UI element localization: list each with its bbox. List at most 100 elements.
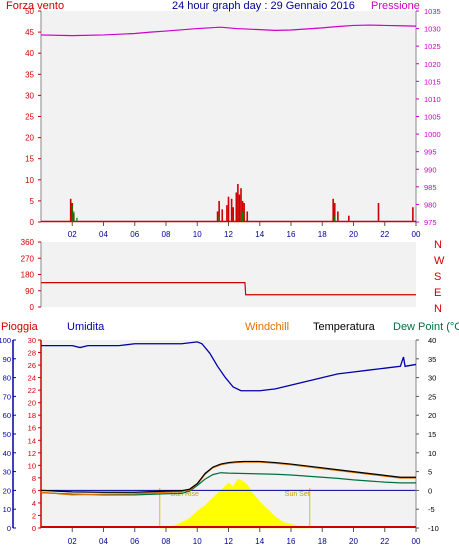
rain-y-tick-label: 30 [28, 336, 36, 345]
temperature-y-tick-label: 40 [428, 336, 436, 345]
wind-y-tick-label: 35 [25, 70, 34, 79]
wind-speed-bar [227, 196, 230, 222]
wind-y-tick-label: 5 [30, 197, 35, 206]
rain-y-tick-label: 6 [32, 486, 36, 495]
temperature-y-tick-label: 15 [428, 430, 436, 439]
humidity-y-tick-label: 0 [7, 524, 11, 533]
direction-y-tick-label: 180 [21, 271, 35, 280]
wind-speed-bar [240, 188, 242, 222]
wind-speed-bar [216, 211, 219, 222]
wind-speed-bar [230, 198, 233, 222]
bottom-x-tick-label: 16 [287, 537, 296, 546]
humidity-y-tick-label: 100 [0, 336, 11, 345]
pressure-line [40, 24, 417, 37]
humidity-line [41, 341, 417, 392]
humidity-y-tick-label: 10 [3, 505, 11, 514]
rain-y-tick-label: 26 [28, 361, 36, 370]
bottom-x-tick-label: 02 [68, 537, 77, 546]
humidity-y-tick-label: 80 [3, 374, 11, 383]
temperature-label: Temperatura [313, 321, 375, 333]
wind-x-tick-label: 14 [255, 230, 264, 239]
pressure-y-tick-label: 995 [424, 148, 437, 157]
rain-y-tick-label: 8 [32, 474, 36, 483]
wind-x-tick-label: 12 [224, 230, 233, 239]
temperature-y-tick-label: 20 [428, 411, 436, 420]
direction-y-tick-label: 270 [21, 254, 35, 263]
direction-label-w: W [434, 255, 445, 267]
wind-y-tick-label: 0 [30, 218, 35, 227]
wind-speed-bar [333, 203, 336, 222]
pressure-y-tick-label: 985 [424, 183, 437, 192]
wind-speed-bar [332, 198, 334, 222]
pressure-y-tick-label: 975 [424, 218, 437, 227]
wind-gust-bar [73, 211, 75, 222]
bottom-x-tick-label: 20 [349, 537, 358, 546]
rain-y-tick-label: 20 [28, 399, 36, 408]
bottom-x-tick-label: 14 [255, 537, 264, 546]
wind-speed-bar [243, 203, 245, 222]
wind-gust-bar [71, 205, 73, 222]
wind-x-tick-label: 08 [162, 230, 171, 239]
wind-speed-label: Forza vento [6, 0, 65, 12]
wind-y-tick-label: 40 [25, 49, 34, 58]
rain-y-tick-label: 10 [28, 461, 36, 470]
rain-label: Pioggia [1, 321, 38, 333]
pressure-y-tick-label: 1035 [424, 7, 441, 16]
solar-radiation-area [159, 478, 310, 529]
wind-gust-bar [218, 215, 220, 222]
pressure-y-tick-label: 1000 [424, 130, 441, 139]
wind-speed-bar [377, 203, 380, 222]
direction-label-n-top: N [434, 239, 442, 251]
wind-speed-bar [235, 192, 238, 222]
wind-speed-bar [348, 215, 350, 222]
humidity-y-tick-label: 40 [3, 449, 11, 458]
wind-gust-bar [334, 215, 336, 222]
wind-y-tick-label: 45 [25, 28, 34, 37]
wind-y-tick-label: 20 [25, 134, 34, 143]
windchill-line [40, 461, 416, 496]
wind-x-tick-label: 02 [68, 230, 77, 239]
temperature-y-tick-label: 0 [428, 486, 432, 495]
wind-pressure-panel [41, 11, 416, 222]
wind-y-tick-label: 15 [25, 155, 34, 164]
rain-y-tick-label: 16 [28, 424, 36, 433]
pressure-y-tick-label: 1020 [424, 60, 441, 69]
sunset-label: Sun Set [285, 491, 310, 498]
pressure-y-tick-label: 1025 [424, 42, 441, 51]
bottom-x-tick-label: 06 [130, 537, 139, 546]
wind-speed-bar [69, 198, 72, 222]
wind-x-tick-label: 06 [130, 230, 139, 239]
pressure-y-tick-label: 1005 [424, 113, 441, 122]
temperature-y-tick-label: 35 [428, 355, 436, 364]
temperature-y-tick-label: -10 [428, 524, 439, 533]
dewpoint-line [40, 472, 416, 496]
bottom-x-tick-label: 08 [162, 537, 171, 546]
direction-label-e: E [434, 287, 442, 299]
wind-y-tick-label: 50 [25, 7, 34, 16]
wind-speed-bar [412, 207, 414, 222]
wind-speed-bar [238, 194, 241, 222]
direction-y-tick-label: 360 [21, 238, 35, 247]
rain-y-tick-label: 18 [28, 411, 36, 420]
wind-y-tick-label: 30 [25, 91, 34, 100]
rain-y-tick-label: 14 [28, 436, 36, 445]
wind-gust-bar [241, 211, 244, 222]
chart-title: 24 hour graph day : 29 Gennaio 2016 [172, 0, 355, 12]
wind-speed-bar [218, 200, 220, 222]
humidity-y-tick-label: 60 [3, 411, 11, 420]
wind-speed-bar [237, 184, 239, 222]
temperature-y-tick-label: 25 [428, 392, 436, 401]
wind-y-tick-label: 10 [25, 176, 34, 185]
wind-x-tick-label: 00 [412, 230, 421, 239]
temperature-y-tick-label: 30 [428, 374, 436, 383]
bottom-x-tick-label: 18 [318, 537, 327, 546]
rain-y-tick-label: 12 [28, 449, 36, 458]
windchill-label: Windchill [245, 321, 290, 333]
humidity-y-tick-label: 50 [3, 430, 11, 439]
humidity-label: Umidita [67, 321, 105, 333]
humidity-y-tick-label: 90 [3, 355, 11, 364]
wind-direction-panel [41, 242, 416, 307]
rain-y-tick-label: 2 [32, 511, 36, 520]
